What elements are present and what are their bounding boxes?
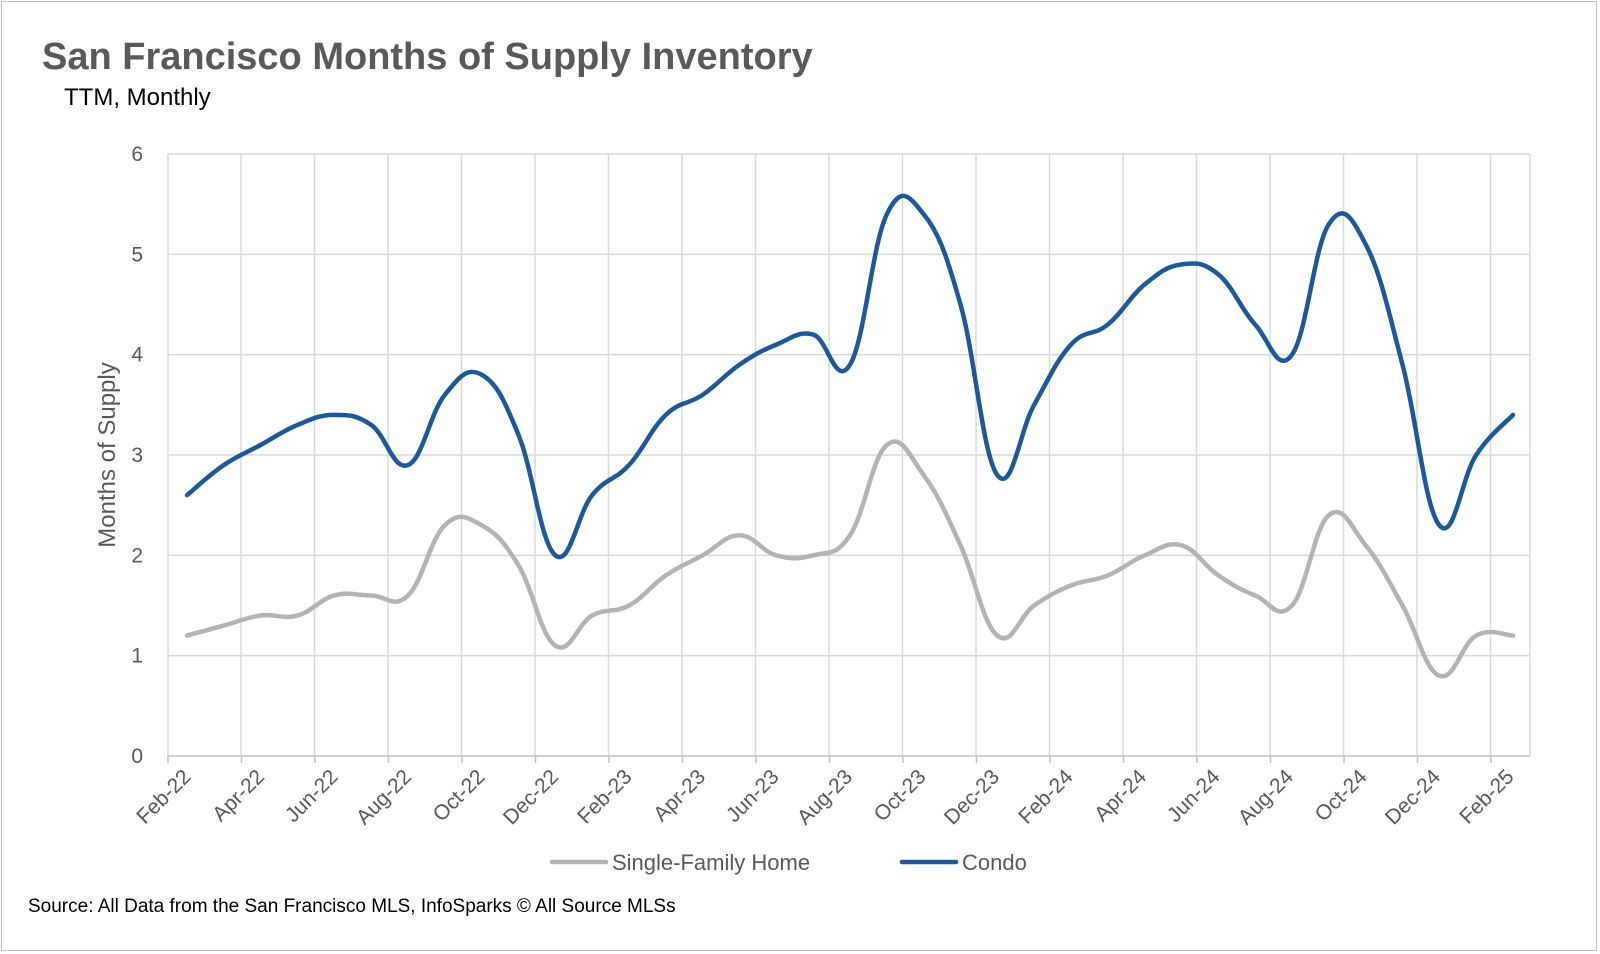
series-lines bbox=[184, 193, 1516, 679]
x-tick-label: Feb-25 bbox=[1455, 765, 1518, 828]
legend-label-condo: Condo bbox=[962, 850, 1027, 875]
x-tick-label: Oct-22 bbox=[429, 765, 490, 826]
y-tick-label: 2 bbox=[131, 544, 143, 567]
x-tick-label: Feb-22 bbox=[132, 765, 195, 828]
x-tick-label: Apr-24 bbox=[1090, 765, 1151, 826]
x-tick-label: Dec-24 bbox=[1381, 765, 1445, 829]
x-tick-label: Dec-22 bbox=[499, 765, 563, 829]
x-tick-label: Dec-23 bbox=[940, 765, 1004, 829]
y-tick-label: 4 bbox=[131, 344, 143, 367]
y-tick-label: 1 bbox=[131, 645, 143, 668]
legend: Single-Family Home Condo bbox=[549, 850, 1027, 875]
y-tick-label: 3 bbox=[131, 444, 143, 467]
y-tick-label: 0 bbox=[131, 745, 143, 768]
y-tick-label: 6 bbox=[131, 143, 143, 166]
y-axis-title: Months of Supply bbox=[94, 362, 121, 547]
x-tick-label: Apr-23 bbox=[649, 765, 710, 826]
x-tick-label: Aug-22 bbox=[352, 765, 416, 829]
chart-subtitle: TTM, Monthly bbox=[64, 84, 211, 111]
x-tick-label: Feb-24 bbox=[1014, 765, 1078, 829]
series-line-single-family-home bbox=[184, 439, 1516, 679]
series-line-condo bbox=[184, 193, 1516, 560]
x-tick-label: Apr-22 bbox=[208, 765, 269, 826]
y-tick-label: 5 bbox=[131, 243, 143, 266]
x-tick-label: Jun-23 bbox=[722, 765, 784, 827]
x-tick-label: Oct-24 bbox=[1311, 765, 1372, 826]
chart-title: San Francisco Months of Supply Inventory bbox=[42, 36, 813, 78]
x-tick-label: Aug-24 bbox=[1234, 765, 1298, 829]
legend-label-single-family-home: Single-Family Home bbox=[612, 850, 810, 875]
source-note: Source: All Data from the San Francisco … bbox=[28, 896, 676, 917]
x-tick-label: Jun-22 bbox=[281, 765, 343, 827]
gridlines bbox=[167, 153, 1531, 756]
x-tick-label: Feb-23 bbox=[573, 765, 636, 828]
x-tick-label: Jun-24 bbox=[1163, 765, 1225, 827]
x-tick-label: Aug-23 bbox=[793, 765, 857, 829]
axes bbox=[167, 755, 1530, 763]
x-tick-label: Oct-23 bbox=[870, 765, 931, 826]
